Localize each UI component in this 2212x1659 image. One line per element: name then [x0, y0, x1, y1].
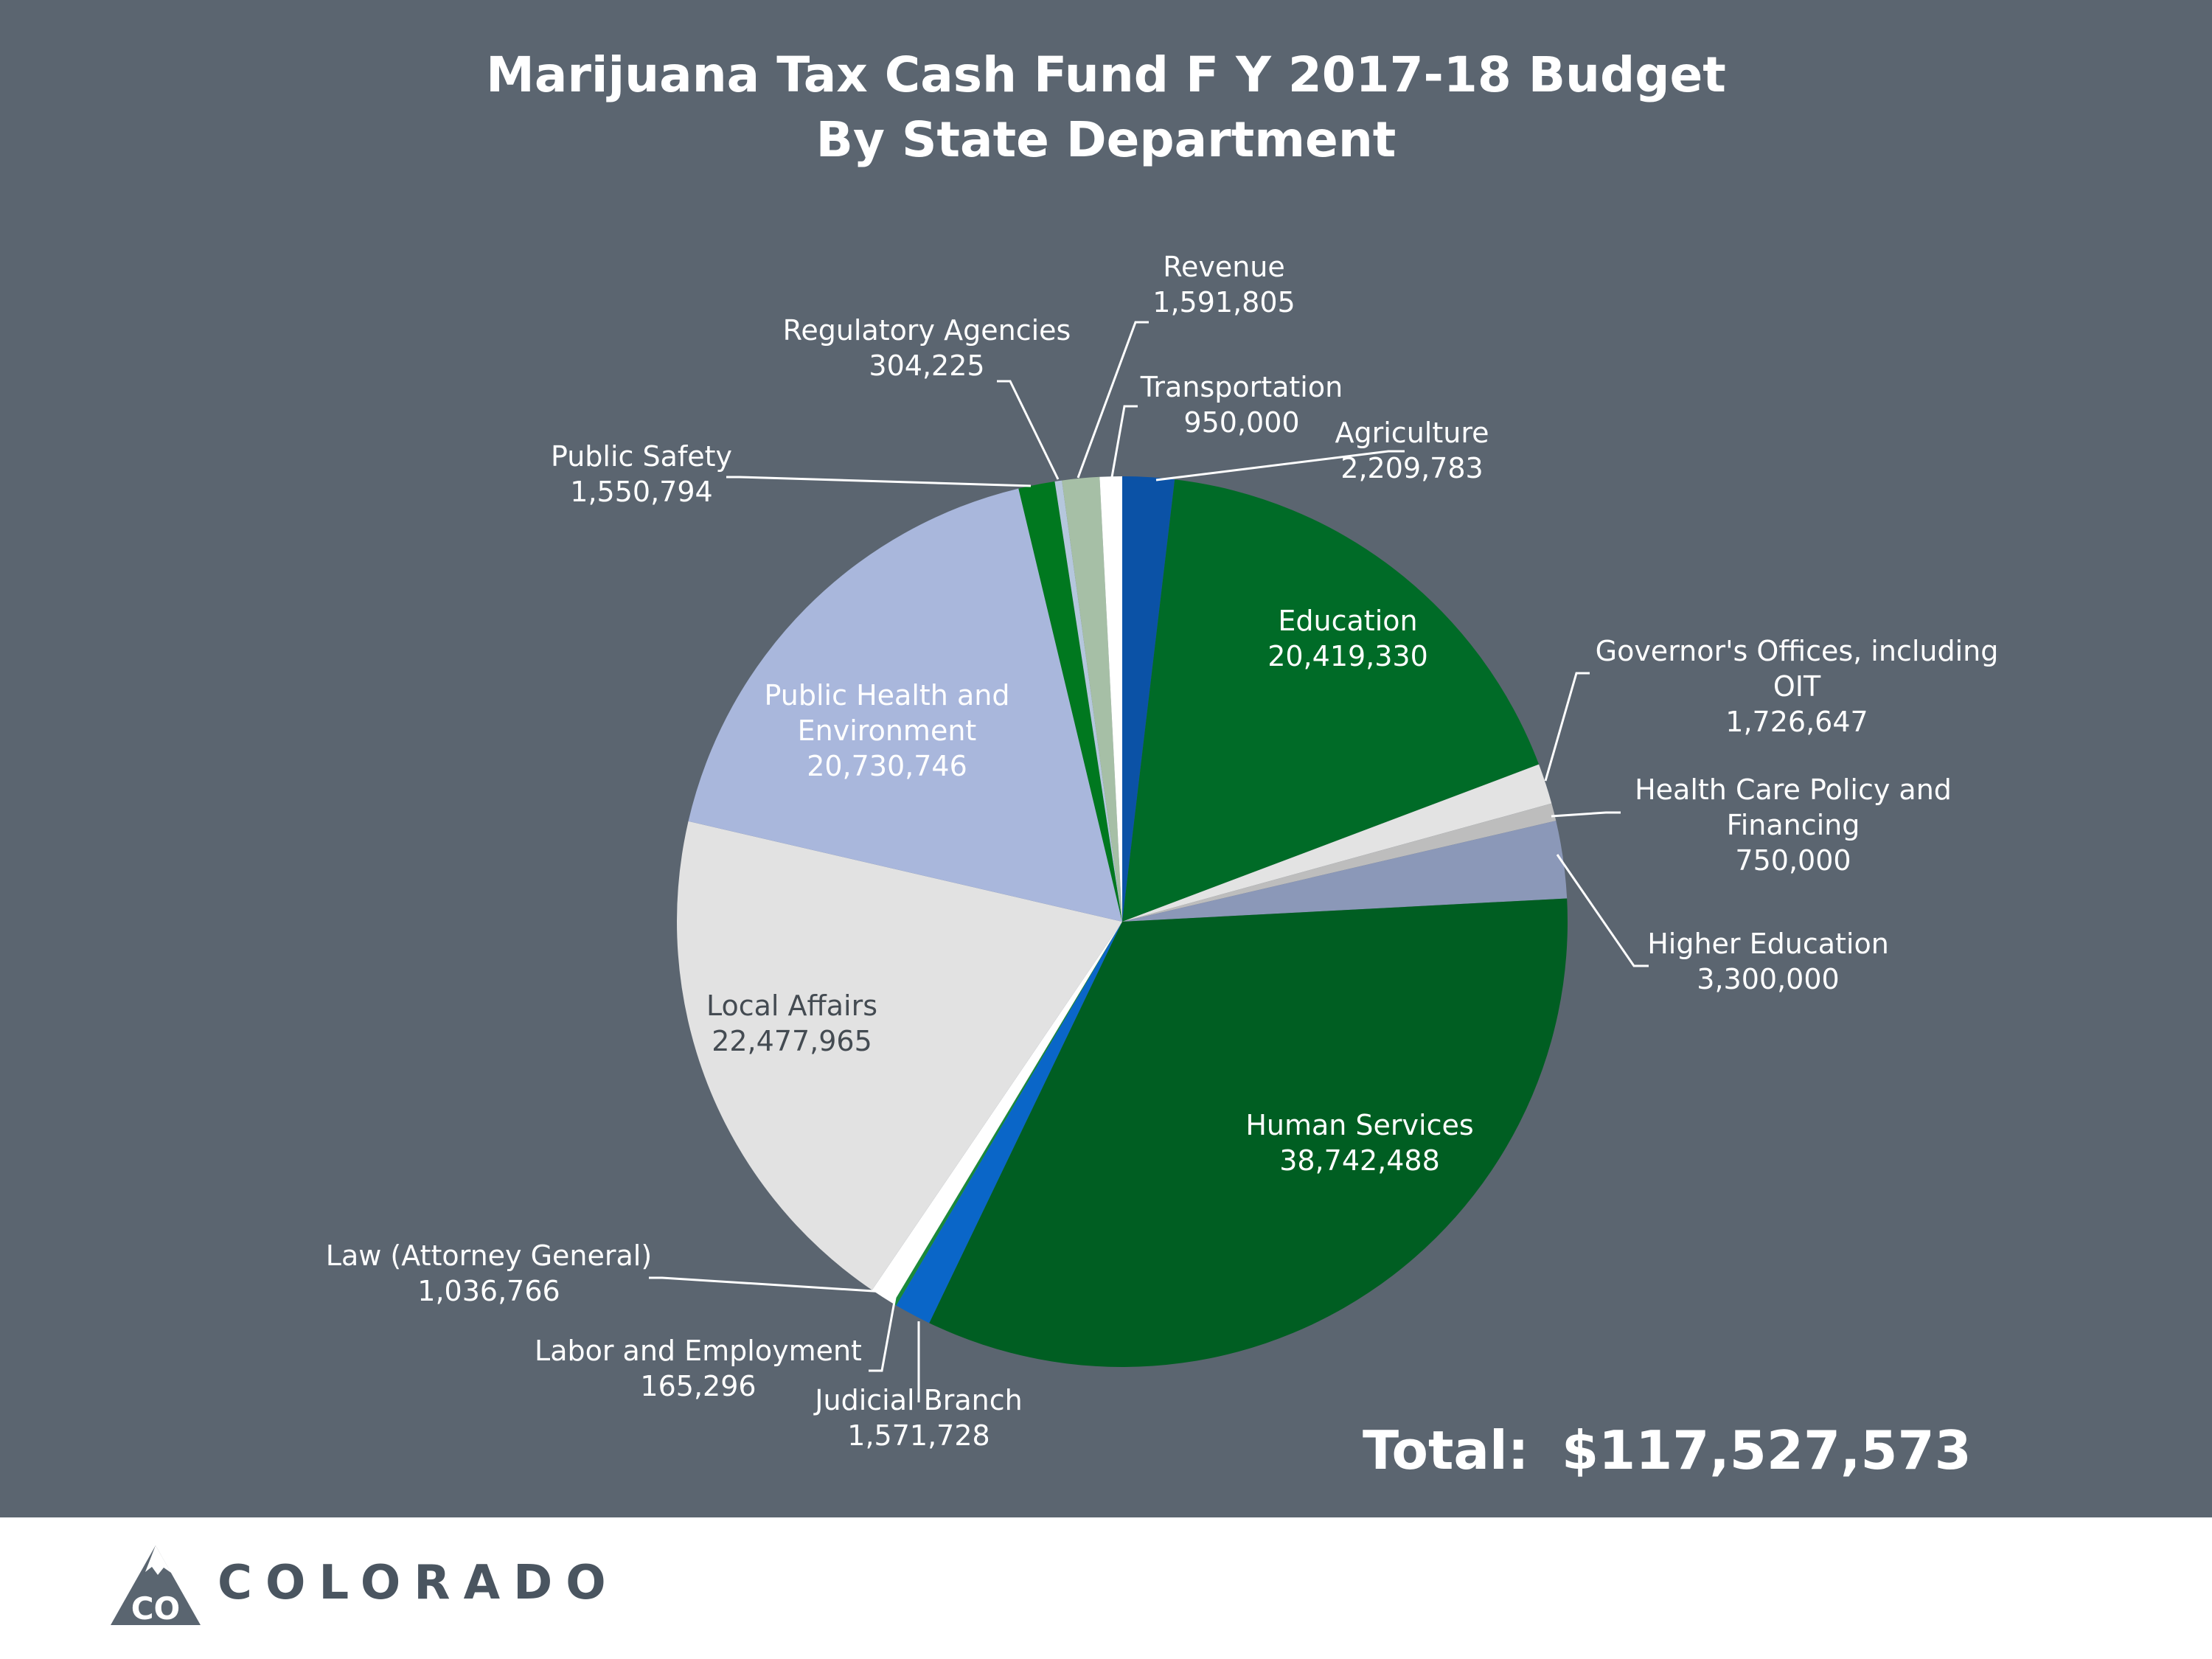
leader-line-governor-s-offices-including-oit: [1544, 672, 1590, 782]
leader-line-health-care-policy-and-financing: [1551, 811, 1621, 818]
pie-slice-regulatory-agencies: [1054, 480, 1122, 922]
pie-slice-agriculture: [1122, 476, 1175, 922]
pie-slice-law-attorney-general: [872, 922, 1122, 1304]
leader-line-transportation: [1110, 405, 1138, 478]
pie-chart: Agriculture 2,209,783 Education 20,419,330 G…: [326, 251, 1999, 1452]
leader-line-law-attorney-general: [649, 1276, 886, 1293]
total-label: Total:: [1363, 1419, 1529, 1481]
leader-line-regulatory-agencies: [997, 380, 1060, 480]
chart-title: Marijuana Tax Cash Fund F Y 2017-18 Budg…: [0, 43, 2212, 173]
data-label-labor-and-employment: Labor and Employment 165,296: [535, 1335, 862, 1402]
total-readout: Total: $117,527,573: [1363, 1419, 1972, 1481]
data-label-agriculture: Agriculture 2,209,783: [1335, 417, 1489, 484]
pie-slice-judicial-branch: [896, 922, 1122, 1324]
leader-line-revenue: [1077, 321, 1149, 479]
pie-slice-labor-and-employment: [892, 922, 1122, 1306]
pie-slice-transportation: [1099, 476, 1122, 922]
pie-slice-public-health-and-environment: [688, 488, 1122, 922]
data-label-public-safety: Public Safety 1,550,794: [551, 440, 732, 508]
pie-slice-governor-s-offices-including-oit: [1122, 764, 1552, 922]
logo-co-text: CO: [131, 1590, 181, 1627]
data-label-human-services: Human Services 38,742,488: [1245, 1109, 1473, 1177]
pie-slice-higher-education: [1122, 821, 1568, 922]
data-label-regulatory-agencies: Regulatory Agencies 304,225: [783, 314, 1071, 382]
data-label-higher-education: Higher Education 3,300,000: [1647, 928, 1889, 995]
leader-line-public-safety: [726, 476, 1032, 487]
data-label-governor-s-offices-including-oit: Governor's Offices, including OIT 1,726,64…: [1596, 635, 1999, 738]
pie-slice-public-safety: [1018, 481, 1122, 922]
data-label-health-care-policy-and-financing: Health Care Policy and Financing 750,000: [1635, 773, 1952, 877]
total-value: $117,527,573: [1562, 1419, 1972, 1481]
data-label-revenue: Revenue 1,591,805: [1152, 251, 1295, 319]
pie-slice-education: [1122, 479, 1540, 922]
data-label-public-health-and-environment: Public Health and Environment 20,730,746: [765, 679, 1010, 782]
leader-line-higher-education: [1556, 854, 1649, 967]
brand-wordmark: COLORADO: [218, 1556, 619, 1610]
title-line-1: Marijuana Tax Cash Fund F Y 2017-18 Budg…: [486, 46, 1726, 103]
leader-line-agriculture: [1155, 450, 1405, 481]
pie-slice-human-services: [929, 898, 1568, 1367]
data-label-local-affairs: Local Affairs 22,477,965: [706, 990, 877, 1057]
data-label-judicial-branch: Judicial Branch 1,571,728: [813, 1384, 1022, 1452]
pie-slice-local-affairs: [677, 821, 1122, 1290]
footer-bar: [0, 1517, 2212, 1659]
title-line-2: By State Department: [815, 111, 1397, 168]
leader-line-labor-and-employment: [869, 1297, 897, 1372]
data-label-education: Education 20,419,330: [1267, 605, 1428, 672]
data-label-transportation: Transportation 950,000: [1140, 371, 1343, 439]
data-label-law-attorney-general: Law (Attorney General) 1,036,766: [326, 1239, 652, 1307]
pie-slice-health-care-policy-and-financing: [1122, 803, 1557, 922]
colorado-mountain-logo-icon: CO: [111, 1545, 201, 1627]
pie-slice-revenue: [1062, 476, 1122, 922]
